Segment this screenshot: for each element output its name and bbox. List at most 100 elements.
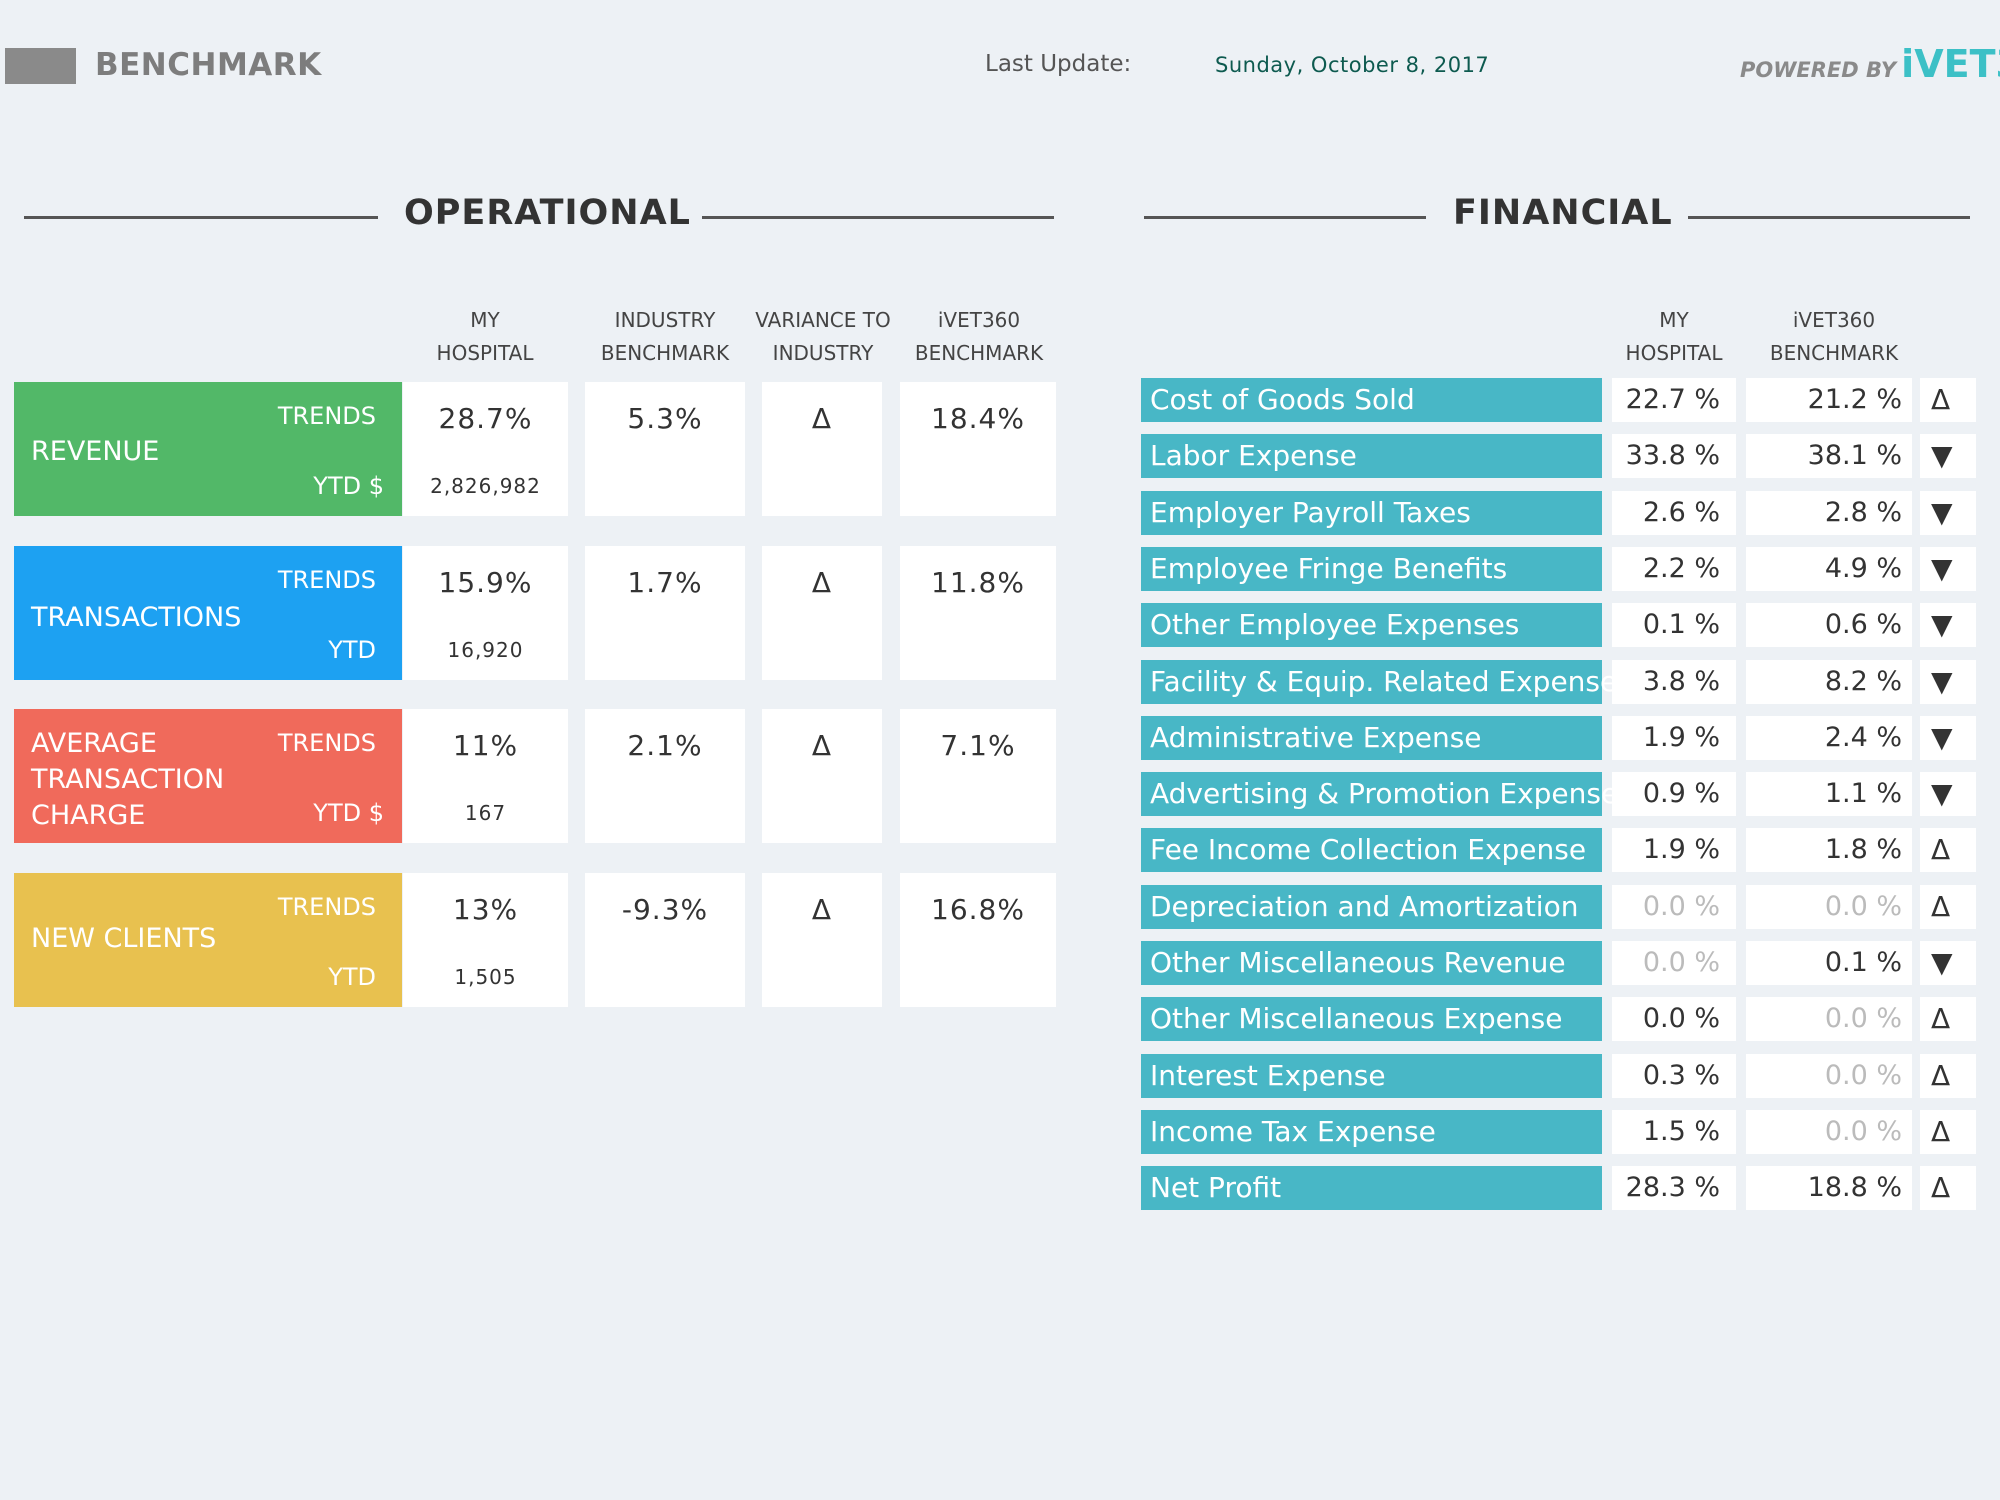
- fin-ivet-value: 0.0 %: [1746, 997, 1912, 1041]
- col-head-line: VARIANCE TO: [755, 308, 891, 332]
- app-logo-block: [5, 48, 76, 84]
- fin-my-hospital-value: 0.3 %: [1612, 1054, 1736, 1098]
- col-head-line: iVET360: [1792, 308, 1876, 332]
- op-ivet-cell: 16.8%: [900, 873, 1056, 1007]
- op-ytd-label: YTD: [328, 963, 376, 991]
- op-row-average-transaction-charge[interactable]: AVERAGE TRANSACTION CHARGE TRENDS YTD $: [14, 709, 402, 843]
- down-arrow-icon: ▼: [1920, 547, 1976, 591]
- delta-icon: Δ: [811, 893, 833, 926]
- op-ytd-label: YTD: [328, 636, 376, 664]
- fin-my-hospital-value: 2.2 %: [1612, 547, 1736, 591]
- op-ivet-cell: 18.4%: [900, 382, 1056, 516]
- op-row-name: NEW CLIENTS: [31, 923, 217, 954]
- op-my-ytd: 2,826,982: [430, 474, 541, 498]
- col-head-line: MY: [470, 308, 500, 332]
- op-my-trend: 13%: [452, 893, 519, 926]
- fin-my-hospital-value: 3.8 %: [1612, 660, 1736, 704]
- delta-icon: Δ: [1920, 828, 1976, 872]
- fin-row-label[interactable]: Other Miscellaneous Expense: [1141, 997, 1602, 1041]
- op-ivet-cell: 7.1%: [900, 709, 1056, 843]
- op-ivet-cell: 11.8%: [900, 546, 1056, 680]
- col-head-line: BENCHMARK: [1769, 341, 1899, 365]
- operational-rule-right: [702, 216, 1054, 219]
- financial-rule-right: [1688, 216, 1970, 219]
- fin-row-label[interactable]: Cost of Goods Sold: [1141, 378, 1602, 422]
- fin-my-hospital-value: 1.9 %: [1612, 828, 1736, 872]
- op-row-transactions[interactable]: TRANSACTIONS TRENDS YTD: [14, 546, 402, 680]
- fin-ivet-value: 0.1 %: [1746, 941, 1912, 985]
- op-trends-label: TRENDS: [277, 729, 376, 757]
- op-ivet-value: 16.8%: [931, 893, 1025, 926]
- op-my-hospital-cell: 11% 167: [403, 709, 568, 843]
- op-row-name: AVERAGE TRANSACTION CHARGE: [31, 726, 224, 834]
- col-head-line: INDUSTRY: [614, 308, 716, 332]
- op-variance-cell: Δ: [762, 382, 882, 516]
- down-arrow-icon: ▼: [1920, 660, 1976, 704]
- fin-row-label[interactable]: Interest Expense: [1141, 1054, 1602, 1098]
- op-industry-value: 2.1%: [627, 729, 703, 762]
- op-industry-cell: 5.3%: [585, 382, 745, 516]
- fin-row-label[interactable]: Other Miscellaneous Revenue: [1141, 941, 1602, 985]
- op-my-ytd: 1,505: [454, 965, 517, 989]
- fin-my-hospital-value: 1.9 %: [1612, 716, 1736, 760]
- op-my-trend: 11%: [452, 729, 519, 762]
- op-my-ytd: 16,920: [447, 638, 524, 662]
- op-trends-label: TRENDS: [277, 893, 376, 921]
- col-head-line: HOSPITAL: [436, 341, 534, 365]
- op-row-revenue[interactable]: REVENUE TRENDS YTD $: [14, 382, 402, 516]
- fin-row-label[interactable]: Facility & Equip. Related Expense: [1141, 660, 1617, 704]
- down-arrow-icon: ▼: [1920, 772, 1976, 816]
- delta-icon: Δ: [811, 729, 833, 762]
- fin-ivet-value: 0.6 %: [1746, 603, 1912, 647]
- down-arrow-icon: ▼: [1920, 434, 1976, 478]
- delta-icon: Δ: [811, 566, 833, 599]
- delta-icon: Δ: [811, 402, 833, 435]
- operational-title: OPERATIONAL: [404, 193, 691, 233]
- down-arrow-icon: ▼: [1920, 491, 1976, 535]
- op-my-trend: 28.7%: [438, 402, 533, 435]
- delta-icon: Δ: [1920, 378, 1976, 422]
- fin-ivet-value: 2.8 %: [1746, 491, 1912, 535]
- fin-row-label[interactable]: Labor Expense: [1141, 434, 1602, 478]
- op-row-name-line: TRANSACTION: [31, 764, 225, 795]
- op-my-ytd: 167: [464, 801, 507, 825]
- op-industry-value: 1.7%: [627, 566, 703, 599]
- fin-row-label[interactable]: Administrative Expense: [1141, 716, 1602, 760]
- fin-my-hospital-value: 0.9 %: [1612, 772, 1736, 816]
- op-ivet-value: 11.8%: [931, 566, 1025, 599]
- fin-my-hospital-value: 2.6 %: [1612, 491, 1736, 535]
- fin-ivet-value: 0.0 %: [1746, 885, 1912, 929]
- fin-row-label[interactable]: Other Employee Expenses: [1141, 603, 1602, 647]
- fin-my-hospital-value: 33.8 %: [1612, 434, 1736, 478]
- col-head-line: HOSPITAL: [1625, 341, 1723, 365]
- fin-row-label[interactable]: Advertising & Promotion Expense: [1141, 772, 1618, 816]
- fin-row-label[interactable]: Income Tax Expense: [1141, 1110, 1602, 1154]
- fin-ivet-value: 18.8 %: [1746, 1166, 1912, 1210]
- col-head-line: BENCHMARK: [600, 341, 730, 365]
- op-trends-label: TRENDS: [277, 402, 376, 430]
- fin-ivet-value: 8.2 %: [1746, 660, 1912, 704]
- op-row-name-line: CHARGE: [31, 800, 146, 831]
- brand-name: iVET360: [1901, 42, 2000, 86]
- col-head-line: MY: [1659, 308, 1689, 332]
- op-col-variance: VARIANCE TO INDUSTRY: [748, 304, 898, 370]
- fin-ivet-value: 38.1 %: [1746, 434, 1912, 478]
- fin-ivet-value: 0.0 %: [1746, 1110, 1912, 1154]
- fin-row-label[interactable]: Employee Fringe Benefits: [1141, 547, 1602, 591]
- op-ytd-label: YTD $: [313, 472, 384, 500]
- financial-rule-left: [1144, 216, 1426, 219]
- fin-row-label[interactable]: Employer Payroll Taxes: [1141, 491, 1602, 535]
- powered-by-logo: POWERED BY iVET360°: [1740, 42, 2000, 86]
- fin-row-label[interactable]: Fee Income Collection Expense: [1141, 828, 1602, 872]
- fin-row-label[interactable]: Net Profit: [1141, 1166, 1602, 1210]
- fin-ivet-value: 1.8 %: [1746, 828, 1912, 872]
- col-head-line: iVET360: [937, 308, 1021, 332]
- op-industry-value: -9.3%: [621, 893, 709, 926]
- fin-row-label[interactable]: Depreciation and Amortization: [1141, 885, 1602, 929]
- op-row-new-clients[interactable]: NEW CLIENTS TRENDS YTD: [14, 873, 402, 1007]
- page-title: BENCHMARK: [95, 47, 322, 83]
- col-head-line: INDUSTRY: [772, 341, 874, 365]
- fin-my-hospital-value: 1.5 %: [1612, 1110, 1736, 1154]
- op-row-name: TRANSACTIONS: [31, 602, 242, 633]
- down-arrow-icon: ▼: [1920, 603, 1976, 647]
